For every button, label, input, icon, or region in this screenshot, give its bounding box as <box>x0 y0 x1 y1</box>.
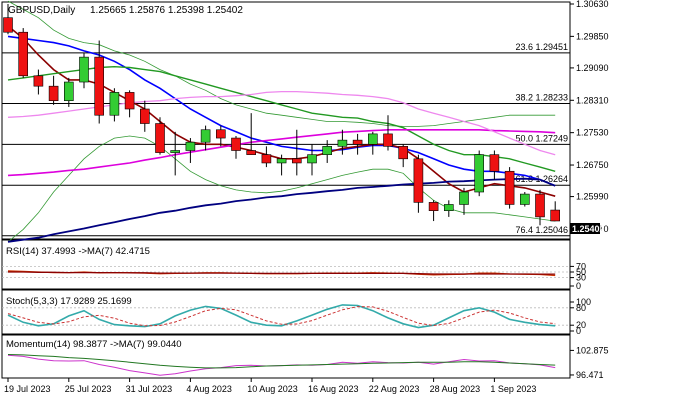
indicator-tick-label: 96.471 <box>576 370 604 380</box>
bear-candle <box>155 123 165 153</box>
bear-candle <box>383 133 393 147</box>
bear-candle <box>261 154 272 164</box>
price-tick-label: 1.27530 <box>576 128 609 138</box>
time-axis: 19 Jul 2023 25 Jul 2023 31 Jul 2023 4 Aug 2… <box>4 378 536 394</box>
bear-candle <box>216 129 226 139</box>
price-tick-label: 1.30630 <box>576 0 609 9</box>
bull-candle <box>367 133 378 145</box>
time-tick-label: 31 Jul 2023 <box>126 384 173 394</box>
bull-candle <box>519 193 530 205</box>
bear-candle <box>231 137 241 151</box>
indicator-tick-label: 102.875 <box>576 345 609 355</box>
bull-candle <box>322 146 333 155</box>
momentum-ma-line <box>7 354 556 369</box>
price-tick-label: 1.25990 <box>576 192 609 202</box>
bear-candle <box>291 158 302 164</box>
bull-candle <box>64 81 74 102</box>
indicator-tick-label: 50 <box>576 267 586 277</box>
bear-candle <box>428 202 439 211</box>
time-tick-label: 22 Aug 2023 <box>369 384 420 394</box>
time-tick-label: 25 Jul 2023 <box>65 384 112 394</box>
price-tick-label: 1.29090 <box>576 63 609 73</box>
bull-candle <box>459 191 469 205</box>
bear-candle <box>246 150 256 155</box>
indicator-tick-label: 30 <box>576 273 586 283</box>
rsi-pane-frame <box>1 239 571 290</box>
indicator-tick-label: 0 <box>576 326 581 336</box>
bull-candle <box>185 141 196 151</box>
price-tick-label: 1.29850 <box>576 31 609 41</box>
time-tick-label: 16 Aug 2023 <box>308 384 359 394</box>
fib-label: 50.0 1.27249 <box>515 133 568 143</box>
stoch-signal-line <box>7 306 556 327</box>
indicator-tick-label: 20 <box>576 320 586 330</box>
fib-label: 61.8 1.26264 <box>515 174 568 184</box>
time-tick-label: 19 Jul 2023 <box>4 384 51 394</box>
bull-candle <box>443 204 454 211</box>
price-tick-label: 1.26750 <box>576 160 609 170</box>
stoch-pane-frame <box>1 289 571 335</box>
bear-candle <box>504 170 515 205</box>
time-tick-label: 28 Aug 2023 <box>430 384 481 394</box>
symbol-label: GBPUSD,Daily <box>8 5 75 16</box>
bear-candle <box>413 158 424 203</box>
stoch-title: Stoch(5,3,3) 17.9289 25.1699 <box>6 296 132 307</box>
rsi-title: RSI(14) 37.4993 ->MA(7) 42.4715 <box>6 246 150 257</box>
bear-candle <box>124 92 135 110</box>
bear-candle <box>398 146 409 160</box>
bear-candle <box>352 139 363 145</box>
momentum-pane-frame <box>1 334 571 379</box>
indicator-tick-label: 0 <box>576 281 581 291</box>
bear-candle <box>535 193 545 218</box>
bear-candle <box>489 154 500 172</box>
bull-candle <box>474 154 485 193</box>
last-price-label: 1.25402 <box>572 224 605 234</box>
bull-candle <box>170 150 180 153</box>
bear-candle <box>33 75 44 87</box>
ma-long-line <box>7 177 556 243</box>
bear-candle <box>48 85 59 102</box>
bull-candle <box>276 158 287 164</box>
stoch-main-line <box>7 304 556 329</box>
bull-candle <box>307 154 317 164</box>
ma-magenta-line <box>7 129 556 177</box>
ohlc-label: 1.25665 1.25876 1.25398 1.25402 <box>90 5 243 16</box>
bear-candle <box>18 31 29 77</box>
indicator-tick-label: 70 <box>576 261 586 271</box>
bull-candle <box>109 92 120 116</box>
fib-label: 23.6 1.29451 <box>515 42 568 52</box>
fib-label: 76.4 1.25046 <box>515 225 568 235</box>
time-tick-label: 10 Aug 2023 <box>247 384 298 394</box>
candlesticks <box>3 4 561 226</box>
bear-candle <box>550 209 561 222</box>
indicator-tick-label: 80 <box>576 303 586 313</box>
price-tick-label: 1.28310 <box>576 95 609 105</box>
last-price-box <box>570 223 600 234</box>
bull-candle <box>200 129 211 143</box>
price-pane-frame <box>1 1 571 240</box>
bull-candle <box>79 56 89 83</box>
fib-label: 38.2 1.28233 <box>515 92 568 102</box>
bear-candle <box>3 17 13 33</box>
bear-candle <box>94 56 104 116</box>
time-tick-label: 4 Aug 2023 <box>186 384 232 394</box>
bear-candle <box>140 108 150 124</box>
time-tick-label: 1 Sep 2023 <box>490 384 536 394</box>
momentum-title: Momentum(14) 98.3877 ->MA(7) 99.0440 <box>6 339 182 350</box>
bull-candle <box>337 139 348 147</box>
rsi-ma-line <box>8 271 556 275</box>
indicator-tick-label: 100 <box>576 297 591 307</box>
